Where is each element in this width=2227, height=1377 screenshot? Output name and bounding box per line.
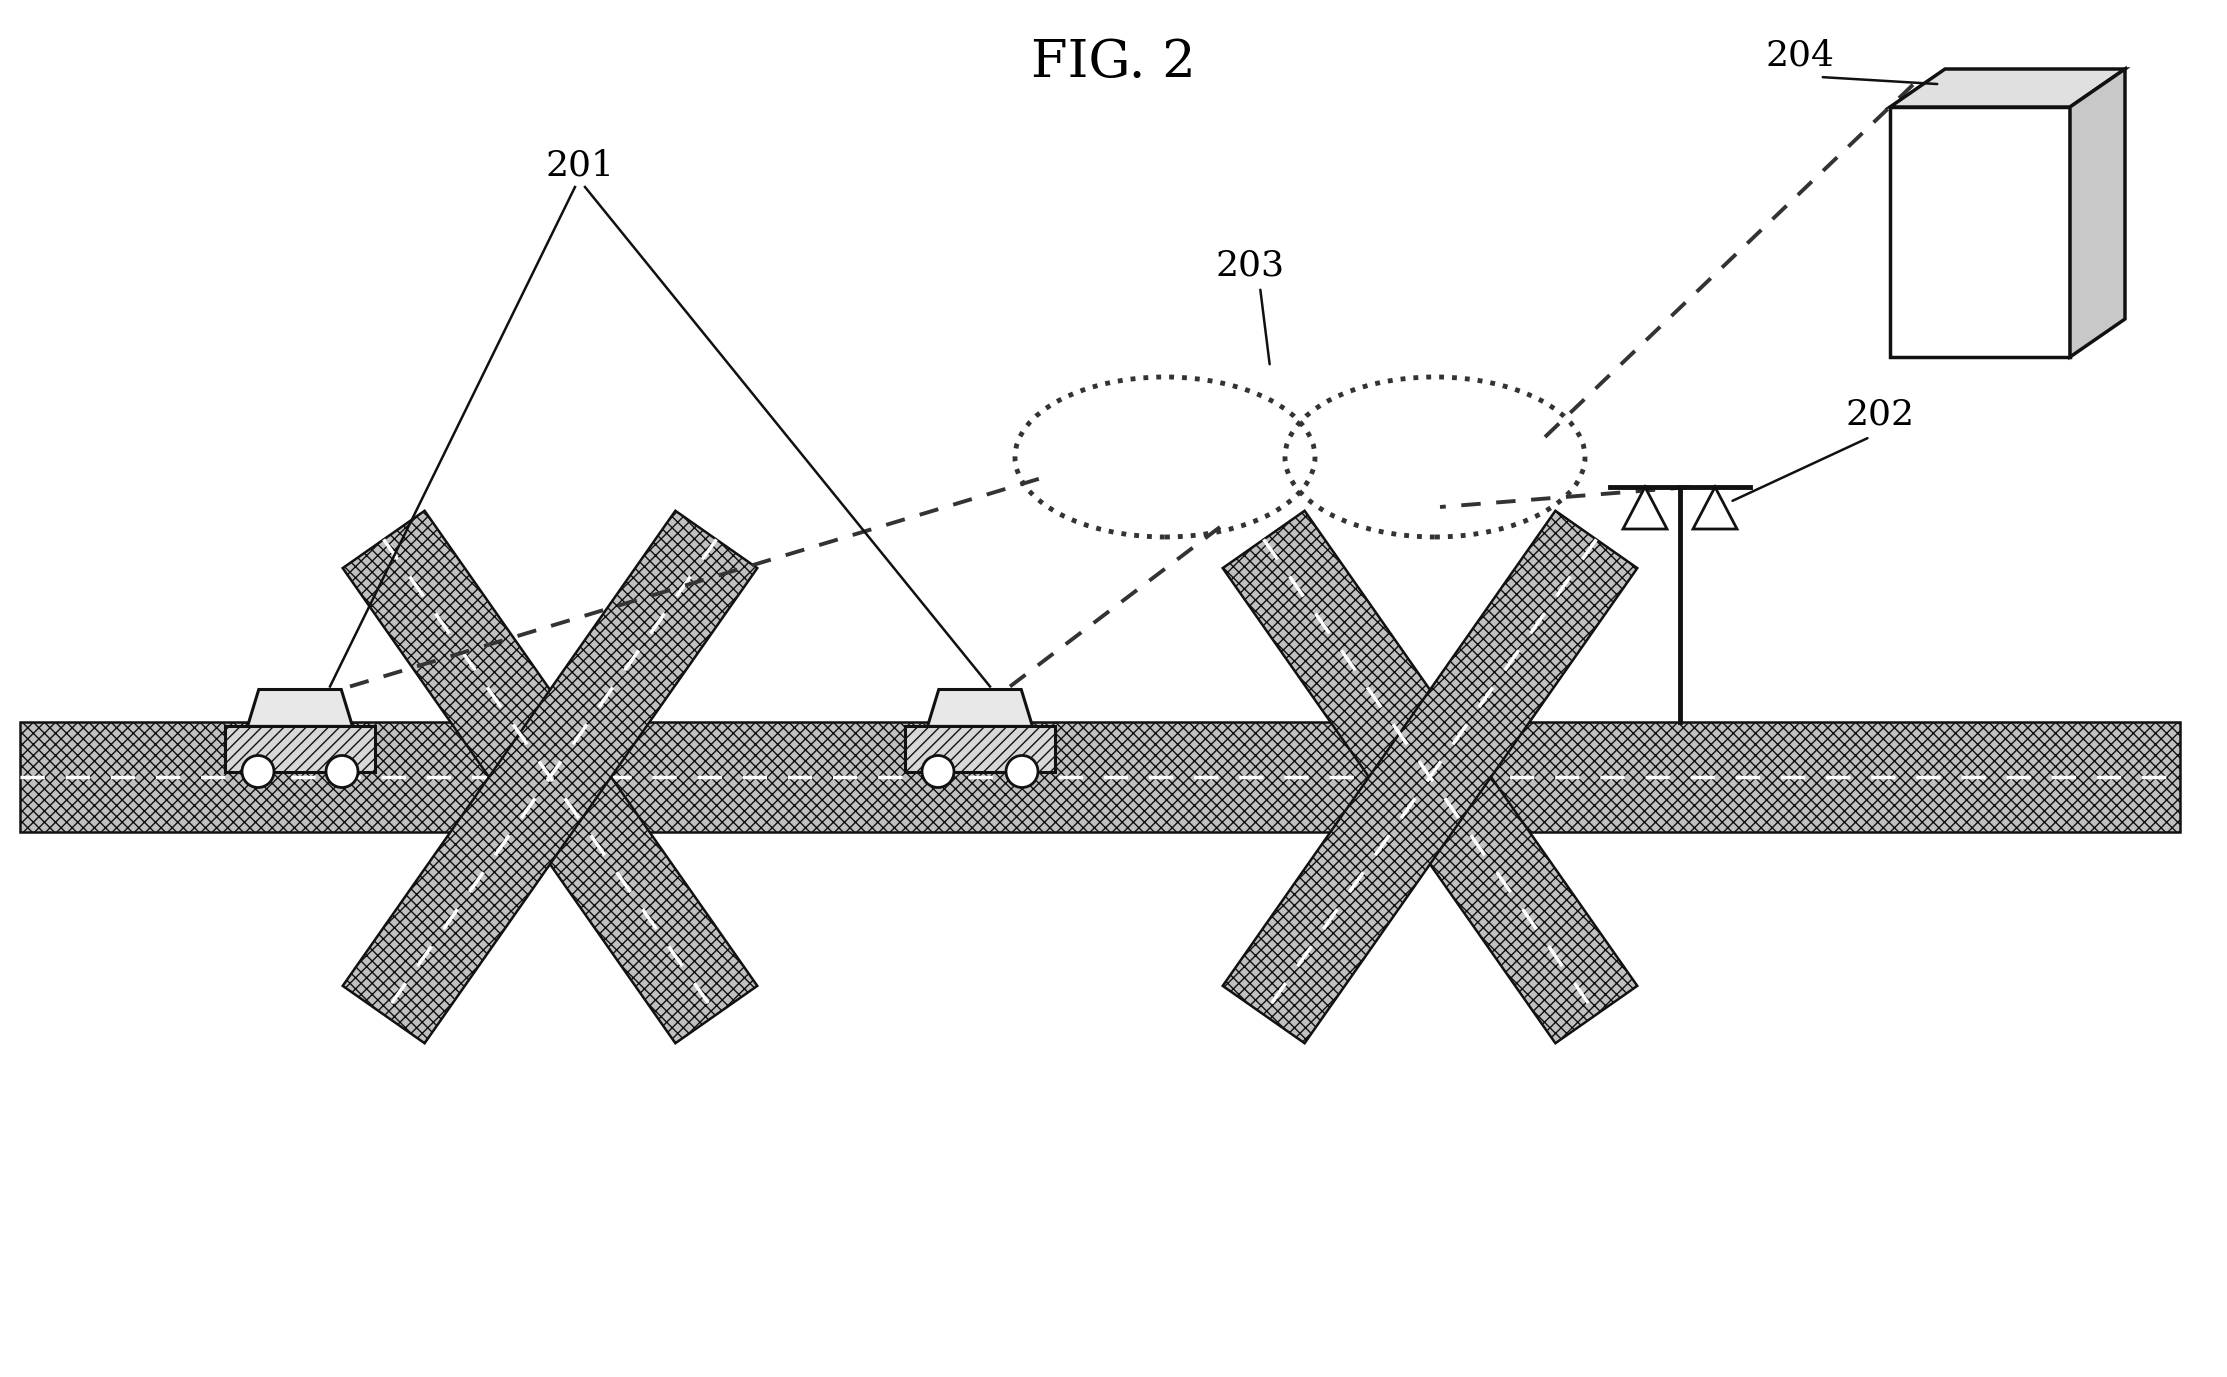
- Text: FIG. 2: FIG. 2: [1031, 37, 1196, 88]
- Polygon shape: [1891, 69, 2125, 107]
- Text: 201: 201: [546, 147, 615, 182]
- Circle shape: [243, 756, 274, 788]
- Polygon shape: [343, 511, 757, 1044]
- Polygon shape: [1693, 487, 1737, 529]
- Text: 202: 202: [1846, 398, 1915, 432]
- Circle shape: [1007, 756, 1038, 788]
- Text: 203: 203: [1216, 248, 1285, 282]
- Circle shape: [325, 756, 359, 788]
- Polygon shape: [343, 511, 757, 1044]
- Polygon shape: [1623, 487, 1668, 529]
- Polygon shape: [1223, 511, 1637, 1044]
- Polygon shape: [904, 727, 1056, 771]
- Polygon shape: [247, 690, 352, 727]
- Polygon shape: [20, 722, 2180, 832]
- Polygon shape: [2071, 69, 2125, 357]
- Polygon shape: [1891, 107, 2071, 357]
- Text: 204: 204: [1766, 39, 1835, 72]
- Polygon shape: [926, 690, 1033, 727]
- Circle shape: [922, 756, 953, 788]
- Polygon shape: [1223, 511, 1637, 1044]
- Polygon shape: [225, 727, 374, 771]
